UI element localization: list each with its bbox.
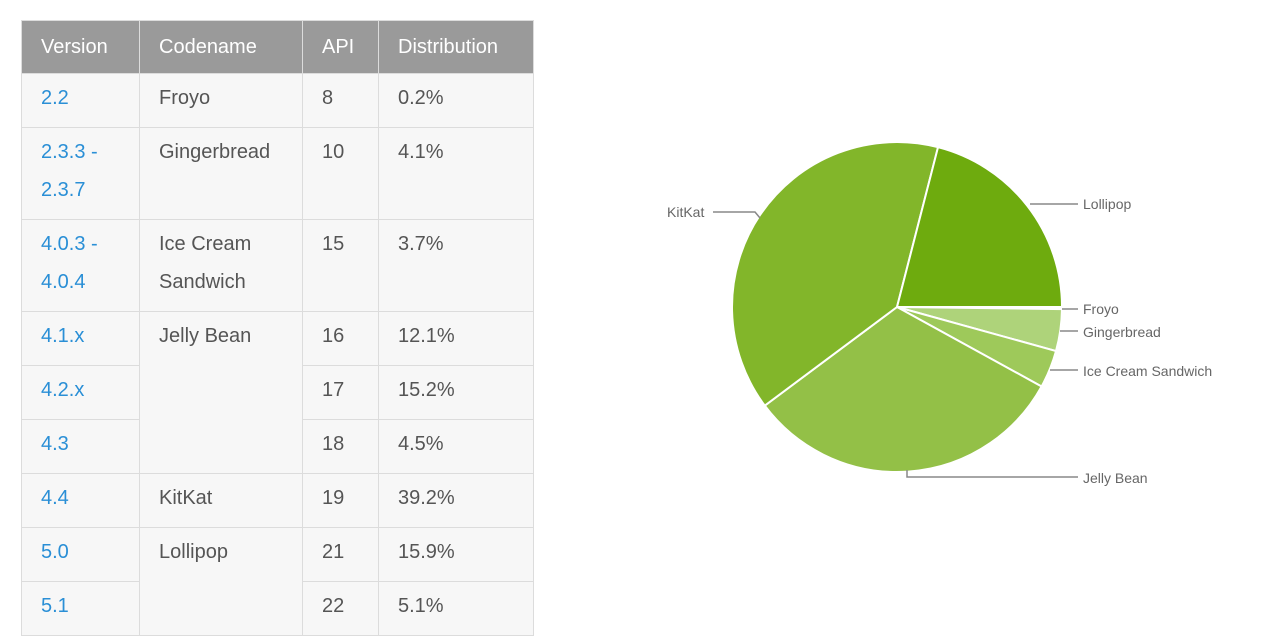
api-cell: 8 — [302, 73, 379, 128]
distribution-cell: 0.2% — [378, 73, 534, 128]
version-link[interactable]: 4.0.3 -4.0.4 — [21, 219, 140, 312]
version-link[interactable]: 4.4 — [21, 473, 140, 528]
leader-lines — [713, 203, 1078, 478]
api-cell: 10 — [302, 127, 379, 220]
table-row: 4.4 KitKat 19 39.2% — [21, 473, 534, 528]
api-cell: 17 — [302, 365, 379, 420]
label-kitkat: KitKat — [667, 204, 704, 220]
api-cell: 21 — [302, 527, 379, 582]
distribution-cell: 3.7% — [378, 219, 534, 312]
label-ice-cream-sandwich: Ice Cream Sandwich — [1083, 363, 1212, 379]
header-distribution: Distribution — [378, 20, 534, 74]
api-cell: 15 — [302, 219, 379, 312]
label-froyo: Froyo — [1083, 301, 1119, 317]
label-gingerbread: Gingerbread — [1083, 324, 1161, 340]
header-version: Version — [21, 20, 140, 74]
table-row: 4.1.x Jelly Bean 16 12.1% — [21, 311, 534, 474]
kitkat-leader-line — [713, 211, 761, 219]
codename-cell: Jelly Bean — [139, 311, 303, 474]
label-lollipop: Lollipop — [1083, 196, 1131, 212]
pie-slices — [731, 141, 1064, 473]
table-row: 2.2 Froyo 8 0.2% — [21, 73, 534, 128]
distribution-cell: 15.2% — [378, 365, 534, 420]
table-row: 4.2.x 17 15.2% — [21, 365, 534, 420]
distribution-cell: 12.1% — [378, 311, 534, 366]
api-cell: 19 — [302, 473, 379, 528]
codename-cell: Froyo — [139, 73, 303, 128]
table-row: 5.1 22 5.1% — [21, 581, 534, 636]
api-cell: 18 — [302, 419, 379, 474]
distribution-table: Version Codename API Distribution 2.2 Fr… — [21, 20, 534, 636]
codename-cell: KitKat — [139, 473, 303, 528]
table-row: 4.3 18 4.5% — [21, 419, 534, 474]
table-header-row: Version Codename API Distribution — [21, 20, 534, 74]
jellybean-leader-line — [906, 470, 1078, 478]
codename-cell: Gingerbread — [139, 127, 303, 220]
pie-slice-kitkat — [731, 141, 940, 408]
version-link[interactable]: 2.2 — [21, 73, 140, 128]
codename-cell: Lollipop — [139, 527, 303, 636]
pie-slice-jelly-bean — [763, 305, 1043, 473]
pie-slice-lollipop — [895, 145, 1064, 308]
codename-cell: Ice Cream Sandwich — [139, 219, 303, 312]
version-link[interactable]: 4.3 — [21, 419, 140, 474]
label-jelly-bean: Jelly Bean — [1083, 470, 1148, 486]
table-row: 5.0 Lollipop 21 15.9% — [21, 527, 534, 636]
distribution-cell: 39.2% — [378, 473, 534, 528]
table-row: 4.0.3 -4.0.4 Ice Cream Sandwich 15 3.7% — [21, 219, 534, 312]
version-link[interactable]: 4.1.x — [21, 311, 140, 366]
version-link[interactable]: 5.1 — [21, 581, 140, 636]
distribution-cell: 5.1% — [378, 581, 534, 636]
